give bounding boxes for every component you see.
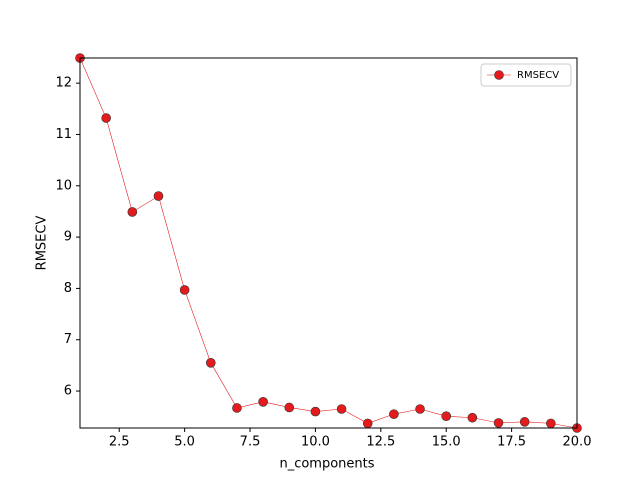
x-tick-label: 2.5	[109, 435, 130, 450]
y-tick-label: 6	[64, 384, 72, 399]
y-tick-label: 11	[55, 127, 72, 142]
x-tick-label: 10.0	[301, 435, 330, 450]
data-point	[284, 402, 295, 413]
data-point	[258, 397, 268, 407]
data-point	[205, 358, 216, 368]
data-point	[441, 411, 452, 421]
data-point	[153, 191, 164, 201]
x-tick-label: 15.0	[432, 435, 461, 450]
data-point	[232, 403, 242, 413]
data-point	[467, 412, 478, 423]
data-point	[389, 409, 399, 419]
legend-box	[480, 63, 572, 87]
data-point	[310, 406, 321, 417]
legend-marker	[494, 70, 504, 80]
data-point	[415, 404, 425, 414]
y-axis-label: RMSECV	[35, 216, 50, 271]
x-tick-label: 5.0	[174, 435, 195, 450]
data-point	[519, 417, 530, 427]
x-tick-label: 20.0	[563, 435, 592, 450]
legend-label: RMSECV	[517, 70, 559, 81]
y-tick-label: 10	[55, 178, 72, 193]
data-point	[493, 418, 504, 428]
y-tick-label: 7	[64, 332, 72, 347]
x-tick-label: 7.5	[240, 435, 261, 450]
data-point	[336, 404, 347, 414]
y-tick-label: 12	[55, 76, 72, 91]
data-point	[179, 285, 190, 295]
plot-frame	[79, 57, 578, 429]
y-tick-label: 9	[64, 230, 72, 245]
data-point	[101, 113, 111, 123]
x-axis-label: n_components	[279, 457, 374, 472]
x-tick-label: 17.5	[497, 435, 526, 450]
y-tick-label: 8	[64, 281, 72, 296]
x-tick-label: 12.5	[366, 435, 395, 450]
data-point	[127, 207, 138, 217]
data-point	[546, 418, 556, 429]
data-point	[362, 418, 373, 429]
